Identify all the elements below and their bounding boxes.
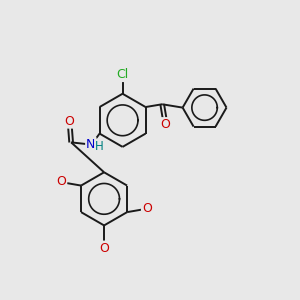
Text: N: N bbox=[86, 138, 95, 151]
Text: Cl: Cl bbox=[116, 68, 129, 81]
Text: H: H bbox=[95, 140, 104, 153]
Text: O: O bbox=[142, 202, 152, 215]
Text: O: O bbox=[64, 115, 74, 128]
Text: O: O bbox=[161, 118, 171, 131]
Text: O: O bbox=[99, 242, 109, 255]
Text: O: O bbox=[56, 176, 66, 188]
